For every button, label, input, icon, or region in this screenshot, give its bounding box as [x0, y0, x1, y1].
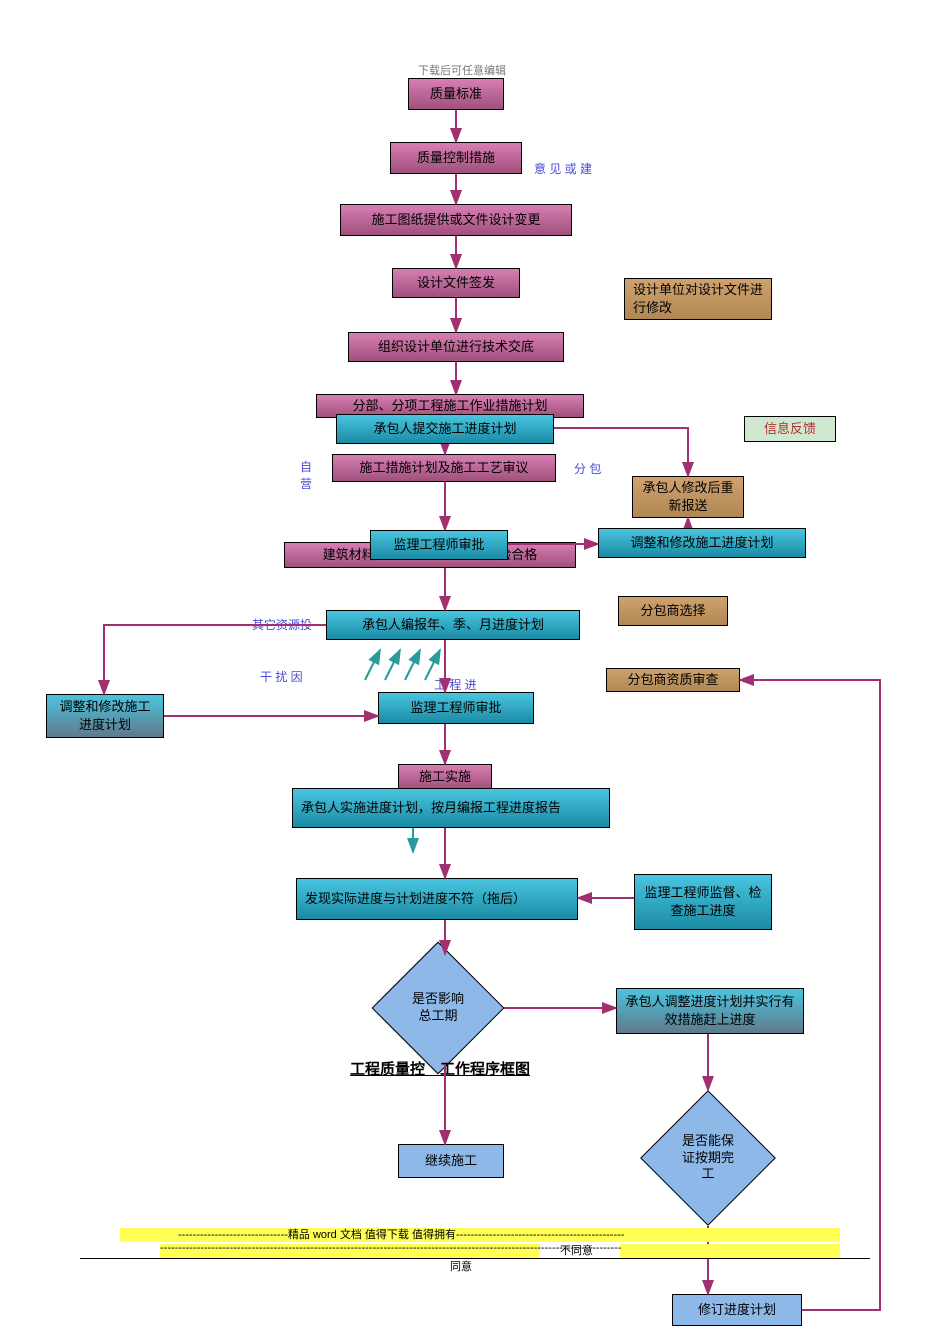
node-n5: 组织设计单位进行技术交底: [348, 332, 564, 362]
header-note: 下载后可任意编辑: [418, 62, 506, 78]
label-opinion: 意 见 或 建: [534, 160, 592, 177]
diamond-d1: [372, 942, 505, 1075]
node-n15: 发现实际进度与计划进度不符（拖后）: [296, 878, 578, 920]
node-n25: 修订进度计划: [672, 1294, 802, 1326]
edge-24: [365, 650, 380, 680]
node-n16: 设计单位对设计文件进行修改: [624, 278, 772, 320]
label-other-res: 其它资源投: [252, 616, 312, 633]
node-n2: 质量控制措施: [390, 142, 522, 174]
node-n22: 承包人调整进度计划并实行有效措施赶上进度: [616, 988, 804, 1034]
node-n21: 监理工程师监督、检查施工进度: [634, 874, 772, 930]
diagram-title: 工程质量控 工作程序框图: [350, 1058, 530, 1079]
label-agree: 同意: [450, 1258, 472, 1274]
node-n12: 监理工程师审批: [378, 692, 534, 724]
node-n17: 承包人修改后重新报送: [632, 476, 744, 518]
footer-text-1: ------------------------------精品 word 文档…: [178, 1226, 624, 1242]
label-subcontract: 分 包: [574, 460, 601, 477]
edge-25: [385, 650, 400, 680]
node-n20: 分包商资质审查: [606, 668, 740, 692]
label-proj-progress: 工 程 进: [434, 676, 477, 693]
node-n18: 调整和修改施工进度计划: [598, 528, 806, 558]
diamond-d2: [640, 1090, 776, 1226]
footer-text-2: ----------------------------------------…: [160, 1242, 622, 1254]
node-n14: 承包人实施进度计划，按月编报工程进度报告: [292, 788, 610, 828]
edges-layer: [0, 0, 950, 1344]
node-n26: 信息反馈: [744, 416, 836, 442]
node-n24: 调整和修改施工进度计划: [46, 694, 164, 738]
node-n11: 承包人编报年、季、月进度计划: [326, 610, 580, 640]
edge-26: [405, 650, 420, 680]
label-disagree: 不同意: [560, 1242, 593, 1258]
node-n7: 承包人提交施工进度计划: [336, 414, 554, 444]
node-n1: 质量标准: [408, 78, 504, 110]
node-n19: 分包商选择: [618, 596, 728, 626]
label-interfere: 干 扰 因: [260, 668, 303, 685]
flowchart-canvas: 下载后可任意编辑 质量标准质量控制措施施工图纸提供或文件设计变更设计文件签发组织…: [0, 0, 950, 1344]
label-self: 自 营: [300, 458, 312, 492]
node-n4: 设计文件签发: [392, 268, 520, 298]
node-n9: 监理工程师审批: [370, 530, 508, 560]
node-n8: 施工措施计划及施工工艺审议: [332, 454, 556, 482]
node-n23: 继续施工: [398, 1144, 504, 1178]
node-n13: 施工实施: [398, 764, 492, 790]
node-n3: 施工图纸提供或文件设计变更: [340, 204, 572, 236]
footer-rule: [80, 1258, 870, 1259]
footer-highlight-2b: [620, 1244, 840, 1258]
